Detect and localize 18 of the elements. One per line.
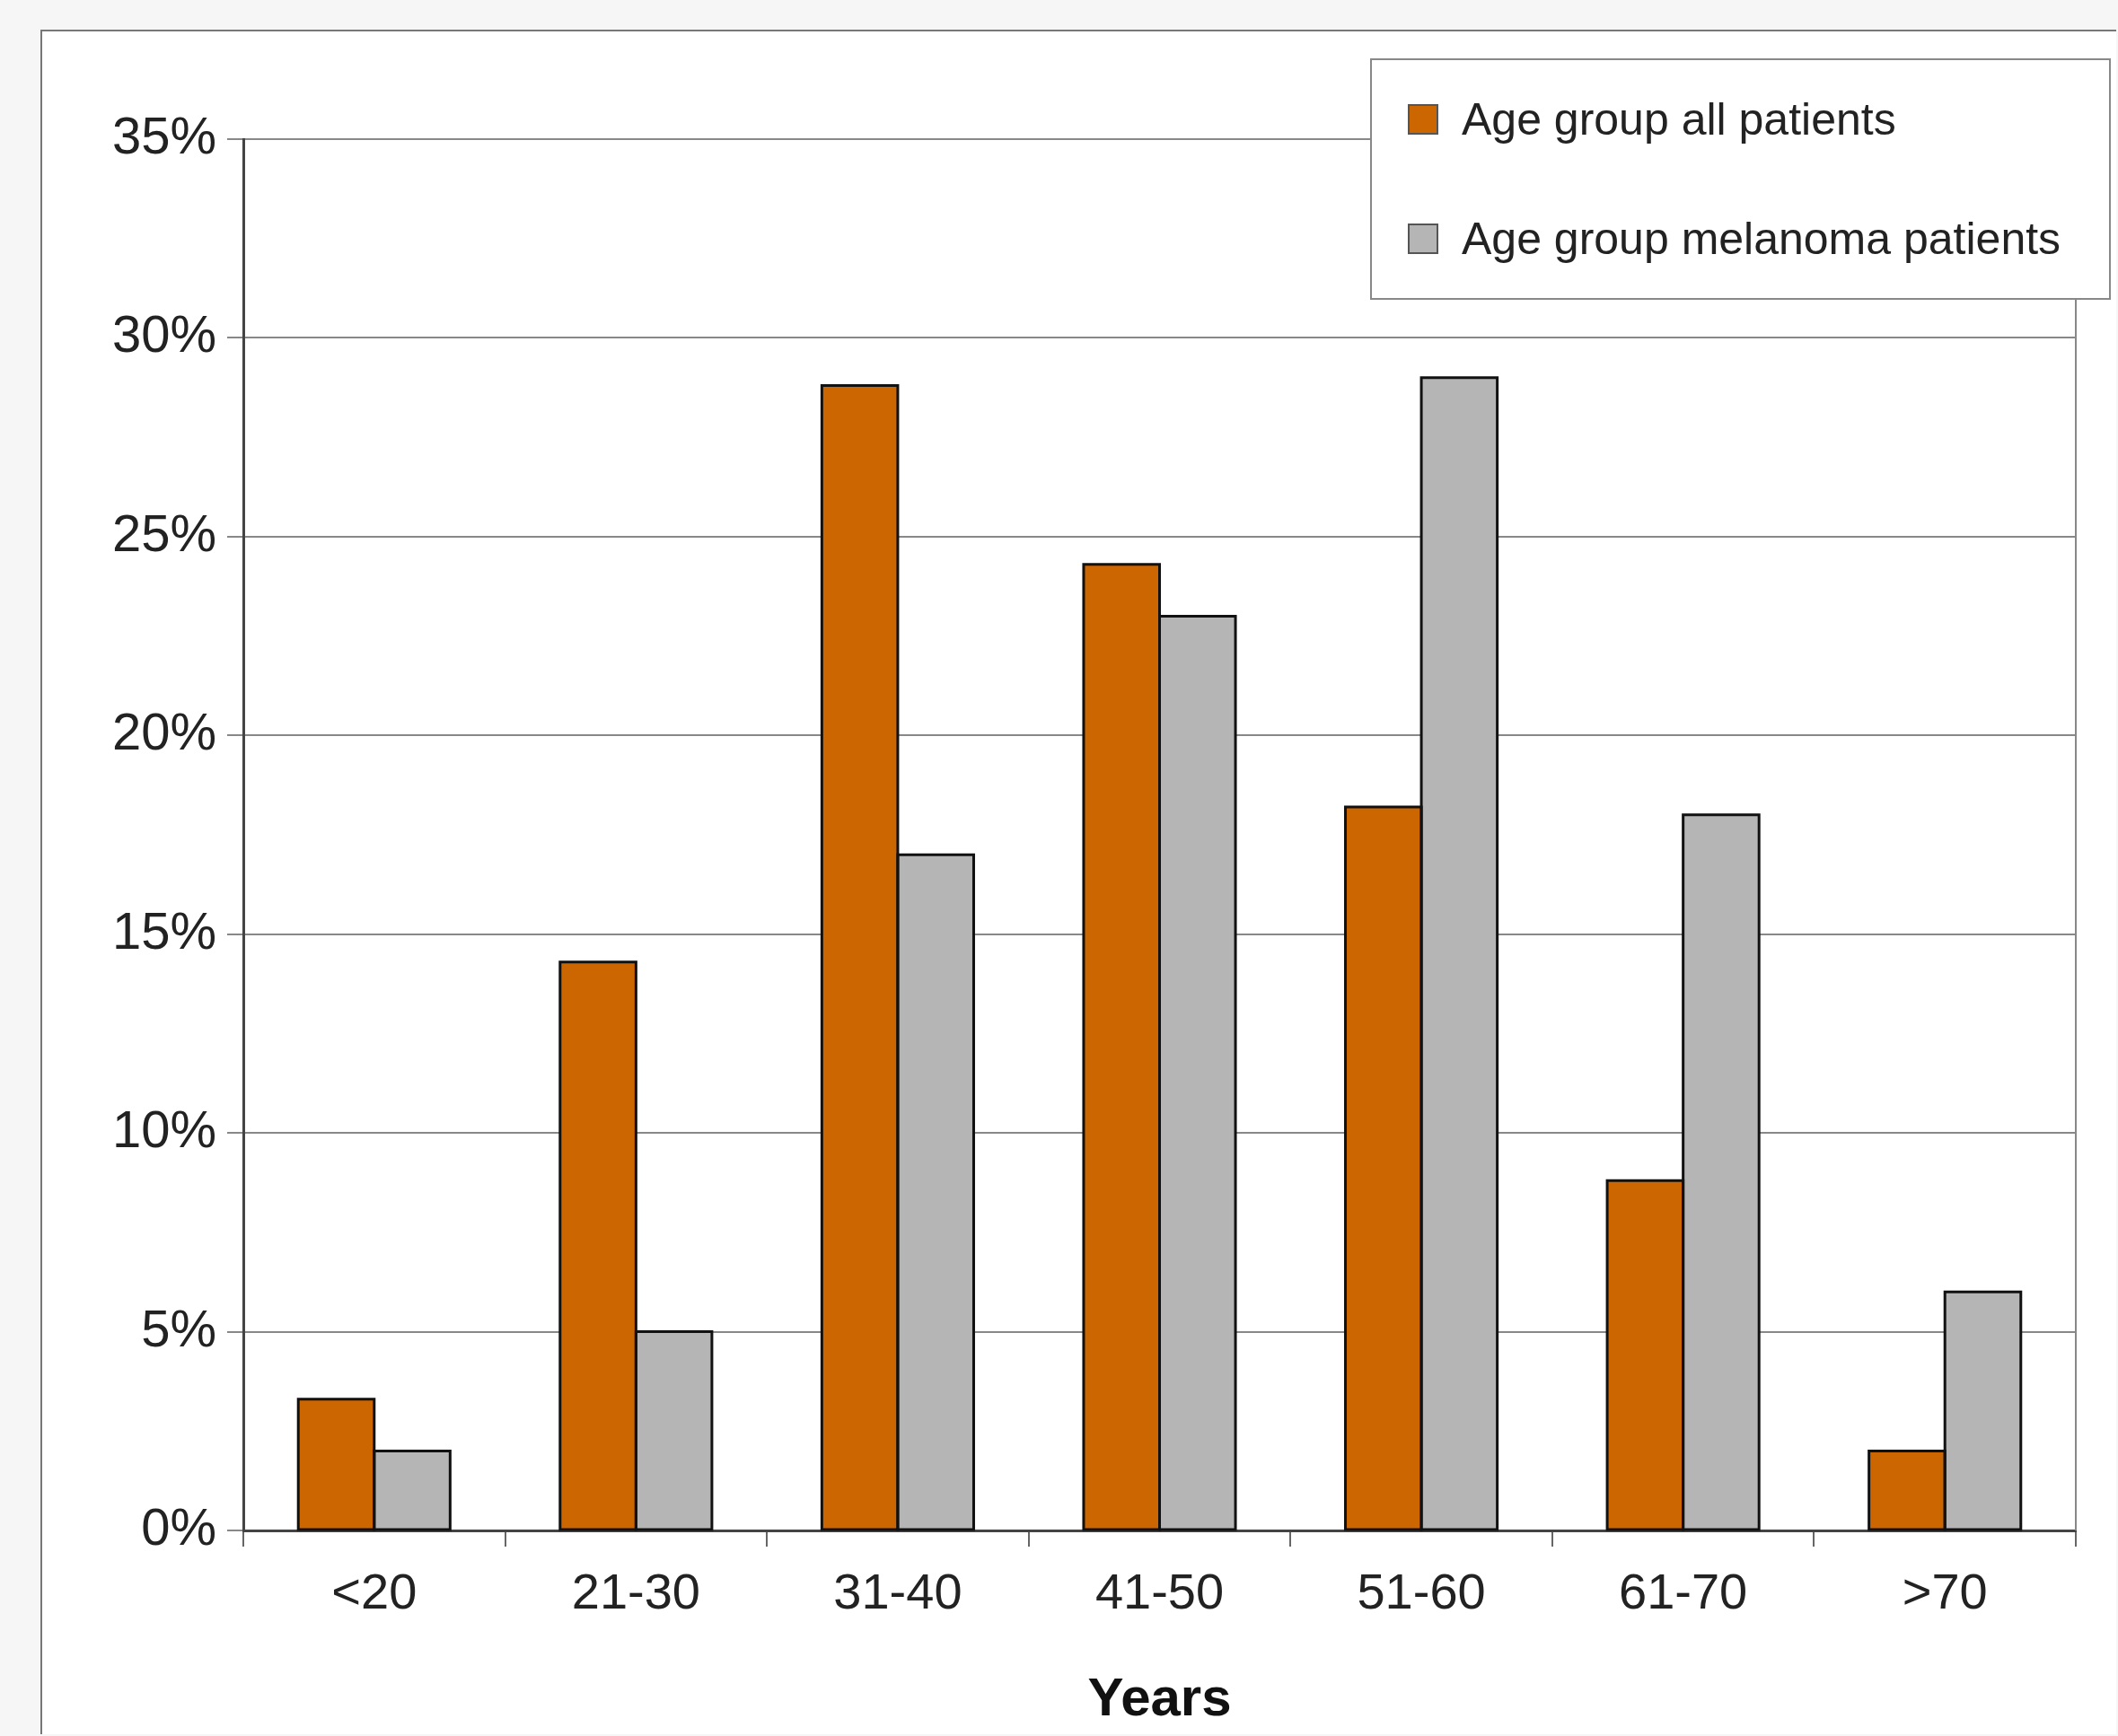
x-tick-label: 51-60 [1357,1563,1486,1620]
x-tick-label: 61-70 [1619,1563,1748,1620]
y-tick-label: 30% [111,304,216,364]
x-tick-label: 21-30 [571,1563,700,1620]
x-tick-label: >70 [1902,1563,1988,1620]
x-tick-label: <20 [331,1563,417,1620]
y-tick-label: 5% [141,1298,216,1357]
y-tick-label: 35% [111,106,216,164]
y-tick-label: 10% [111,1100,216,1159]
x-axis-title: Years [1087,1666,1232,1727]
legend-label: Age group all patients [1462,93,1896,146]
y-tick-label: 0% [141,1497,216,1556]
x-tick-label: 31-40 [833,1563,962,1620]
legend-label: Age group melanoma patients [1462,212,2061,265]
y-tick-label: 25% [111,503,216,562]
x-tick-label: 41-50 [1094,1563,1225,1620]
y-tick-label: 20% [111,702,216,761]
y-tick-label: 15% [111,900,216,960]
